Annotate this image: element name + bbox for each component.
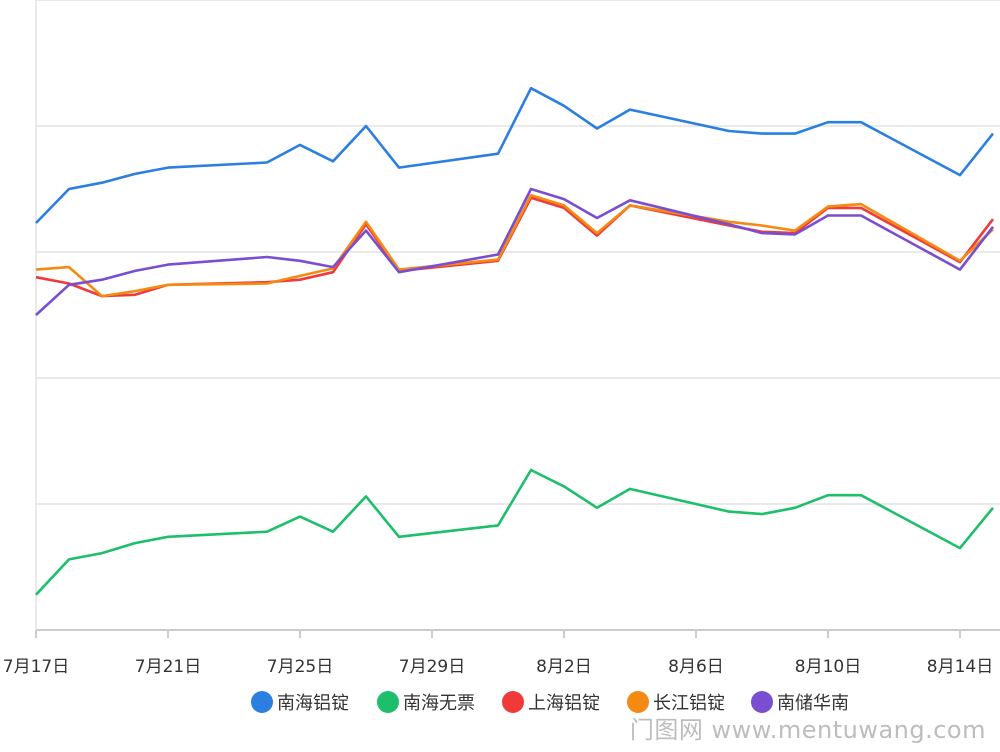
legend-marker[interactable] [502,691,524,713]
x-tick-label: 8月6日 [668,657,724,677]
x-axis: 7月17日 7月21日 7月25日 7月29日 8月2日 8月6日 8月10日 8月14日 [3,630,993,677]
x-tick-label: 8月14日 [927,657,993,677]
x-tick-label: 7月17日 [3,657,69,677]
watermark-text: 门图网 www.mentuwang.com [629,716,986,744]
legend-label[interactable]: 上海铝锭 [528,693,600,714]
legend-label[interactable]: 长江铝锭 [653,693,725,714]
x-tick-label: 8月10日 [795,657,861,677]
legend-label[interactable]: 南海无票 [403,693,475,714]
legend-label[interactable]: 南海铝锭 [277,693,349,714]
x-tick-label: 7月29日 [399,657,465,677]
legend-marker[interactable] [377,691,399,713]
legend: 南海铝锭 南海无票 上海铝锭 长江铝锭 南储华南 [251,691,849,714]
series-line-3 [35,196,995,298]
x-tick-label: 7月25日 [267,657,333,677]
x-tick-label: 8月2日 [536,657,592,677]
series-line-5 [35,187,995,316]
series-lines [35,86,995,596]
legend-marker[interactable] [751,691,773,713]
legend-label[interactable]: 南储华南 [777,693,849,714]
series-line-4 [35,194,994,298]
x-tick-label: 7月21日 [135,657,201,677]
legend-marker[interactable] [251,691,273,713]
series-line-1 [35,86,995,224]
series-line-2 [35,468,995,596]
legend-marker[interactable] [627,691,649,713]
